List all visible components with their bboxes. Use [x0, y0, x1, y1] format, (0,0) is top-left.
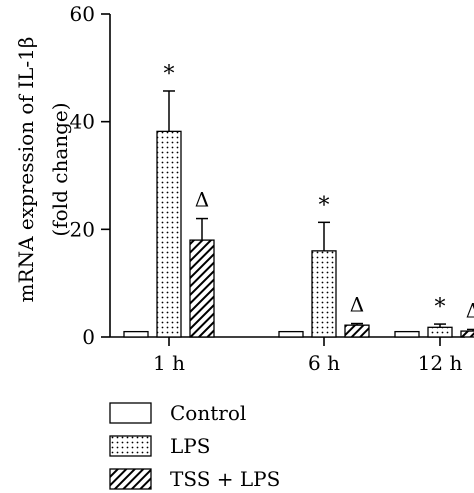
y-tick-label: 20 — [70, 217, 95, 241]
axes: 0 20 40 60 1 h 6 h 12 h — [70, 2, 465, 375]
significance-delta: Δ — [350, 293, 364, 317]
y-axis-label-line: (fold change) — [48, 102, 72, 236]
y-tick-label: 60 — [70, 2, 95, 26]
legend: Control LPS TSS + LPS — [109, 401, 280, 491]
significance-delta: Δ — [195, 188, 209, 212]
y-axis-label: mRNA expression of IL-1β (fold change) — [14, 37, 72, 303]
y-axis-label-line: mRNA expression of IL-1β — [14, 37, 38, 303]
legend-swatch — [109, 468, 152, 490]
bar — [278, 330, 304, 338]
legend-label: LPS — [170, 434, 210, 458]
bar — [394, 330, 420, 338]
bar — [189, 239, 215, 338]
x-tick-label: 6 h — [308, 351, 340, 375]
x-tick-label: 12 h — [418, 351, 463, 375]
legend-swatch — [109, 402, 152, 424]
y-tick-label: 0 — [82, 325, 95, 349]
significance-asterisk: * — [435, 295, 446, 320]
bar — [427, 326, 453, 338]
bar — [460, 330, 474, 338]
bars — [123, 130, 474, 338]
legend-swatch — [109, 435, 152, 457]
error-bars — [163, 90, 474, 332]
x-tick-label: 1 h — [153, 351, 185, 375]
bar — [123, 330, 149, 338]
significance-asterisk: * — [319, 193, 330, 218]
legend-label: TSS + LPS — [170, 467, 280, 491]
significance-asterisk: * — [164, 62, 175, 87]
bar — [344, 324, 370, 338]
legend-label: Control — [170, 401, 246, 425]
bar — [156, 130, 182, 338]
y-tick-label: 40 — [70, 110, 95, 134]
significance-delta: Δ — [466, 298, 474, 322]
bar — [311, 250, 337, 338]
significance-markers: * * * Δ Δ Δ — [164, 62, 474, 322]
